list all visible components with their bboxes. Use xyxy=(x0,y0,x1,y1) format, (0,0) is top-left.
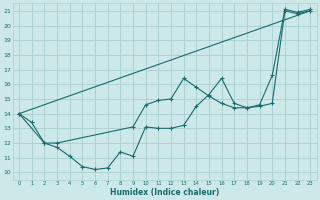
X-axis label: Humidex (Indice chaleur): Humidex (Indice chaleur) xyxy=(110,188,219,197)
